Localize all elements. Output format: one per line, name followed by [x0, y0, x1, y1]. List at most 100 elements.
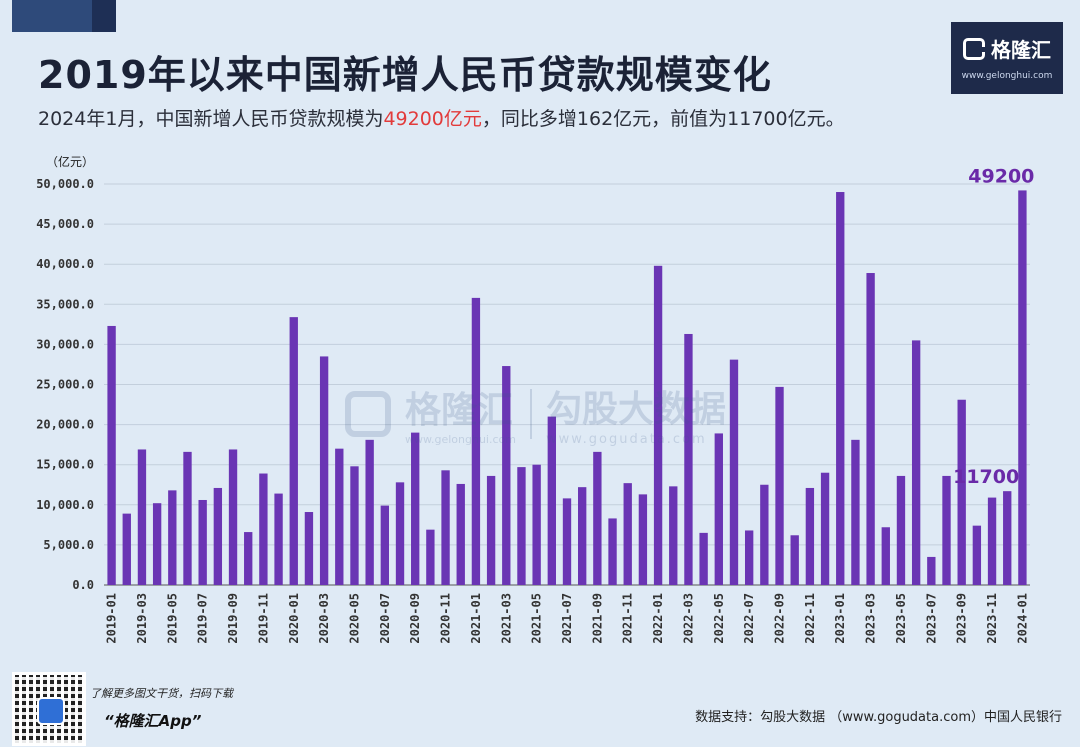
- bar: [562, 498, 572, 585]
- x-tick-label: 2021-11: [621, 593, 635, 644]
- x-tick-label: 2020-07: [378, 593, 392, 644]
- x-tick-label: 2023-03: [864, 593, 878, 644]
- x-tick-label: 2020-03: [317, 593, 331, 644]
- bar: [411, 432, 420, 585]
- x-tick-label: 2020-09: [408, 593, 422, 644]
- bar: [426, 529, 435, 585]
- bar: [107, 325, 116, 585]
- bar: [866, 273, 875, 585]
- brand-g-icon: [963, 37, 985, 60]
- bar: [911, 340, 921, 585]
- bar: [669, 486, 678, 585]
- x-tick-label: 2019-11: [256, 593, 270, 644]
- bar: [289, 317, 298, 585]
- data-label: 49200: [968, 165, 1034, 187]
- x-tick-label: 2023-01: [833, 593, 847, 644]
- bar: [593, 451, 602, 585]
- bar: [638, 494, 648, 585]
- y-tick-label: 40,000.0: [36, 257, 94, 271]
- x-tick-label: 2023-07: [924, 593, 938, 644]
- bar: [259, 473, 268, 585]
- bar: [608, 518, 617, 585]
- bar: [957, 399, 966, 585]
- x-tick-label: 2022-03: [681, 593, 695, 644]
- bar: [228, 449, 238, 585]
- bar: [699, 532, 708, 585]
- bar: [972, 525, 982, 585]
- bar: [623, 483, 632, 585]
- bar: [335, 448, 344, 585]
- x-tick-label: 2019-01: [105, 593, 119, 644]
- x-tick-label: 2022-09: [773, 593, 787, 644]
- data-label: 11700: [953, 466, 1019, 488]
- x-tick-label: 2021-01: [469, 593, 483, 644]
- bar: [836, 192, 845, 585]
- bar: [304, 512, 314, 585]
- bar: [517, 467, 526, 585]
- bar: [942, 475, 951, 585]
- x-tick-label: 2021-05: [530, 593, 544, 644]
- qr-code[interactable]: [12, 672, 86, 746]
- x-tick-label: 2021-03: [499, 593, 513, 644]
- qr-app-icon: [37, 697, 65, 725]
- bar-chart: （亿元） 0.0 5,000.0 10,000.0 15,000.0 20,000.0 25…: [36, 154, 1034, 644]
- y-axis-label: （亿元）: [46, 154, 94, 169]
- bar: [987, 497, 997, 585]
- corner-block: [92, 0, 116, 32]
- bar: [319, 356, 329, 585]
- x-tick-label: 2019-05: [165, 593, 179, 644]
- bar: [486, 475, 496, 585]
- x-tick-label: 2019-03: [135, 593, 149, 644]
- subtitle-highlight: 49200亿元: [383, 108, 482, 130]
- bar: [927, 556, 936, 585]
- subtitle-prefix: 2024年1月，中国新增人民币贷款规模为: [38, 108, 384, 130]
- y-tick-label: 50,000.0: [36, 177, 94, 191]
- x-tick-label: 2022-11: [803, 593, 817, 644]
- bar: [714, 433, 723, 585]
- bar: [365, 439, 374, 585]
- y-tick-label: 20,000.0: [36, 418, 94, 432]
- bar: [744, 530, 754, 585]
- bar: [881, 527, 890, 585]
- x-tick-label: 2020-11: [439, 593, 453, 644]
- app-name: “格隆汇App”: [104, 712, 202, 730]
- brand-url: www.gelonghui.com: [961, 71, 1053, 81]
- qr-block: [12, 672, 86, 746]
- y-tick-label: 30,000.0: [36, 337, 94, 351]
- bar: [775, 386, 784, 585]
- y-tick-label: 10,000.0: [36, 498, 94, 512]
- bar: [198, 499, 207, 585]
- y-tick-label: 5,000.0: [43, 538, 94, 552]
- bar: [729, 359, 739, 585]
- x-tick-label: 2020-01: [287, 593, 301, 644]
- bar: [532, 464, 541, 585]
- bar: [851, 439, 860, 585]
- bar: [1018, 190, 1027, 585]
- bar: [456, 483, 465, 585]
- bar: [122, 513, 131, 585]
- x-tick-label: 2020-05: [347, 593, 361, 644]
- bar: [441, 470, 450, 585]
- bar: [471, 297, 481, 585]
- bar: [168, 490, 177, 585]
- bar: [502, 366, 511, 585]
- x-tick-label: 2019-09: [226, 593, 240, 644]
- bar: [820, 472, 830, 585]
- x-tick-label: 2022-01: [651, 593, 665, 644]
- bar: [380, 505, 390, 585]
- corner-block: [12, 0, 92, 32]
- brand-name: 格隆汇: [991, 38, 1051, 62]
- y-tick-label: 25,000.0: [36, 378, 94, 392]
- bar: [137, 449, 147, 585]
- bar: [244, 532, 253, 585]
- bar: [896, 475, 906, 585]
- x-tick-label: 2022-07: [742, 593, 756, 644]
- y-tick-label: 0.0: [72, 578, 94, 592]
- brand-logo: 格隆汇 www.gelonghui.com: [951, 22, 1063, 94]
- bar: [684, 333, 693, 585]
- chart-title: 2019年以来中国新增人民币贷款规模变化: [38, 53, 772, 97]
- bar: [805, 487, 815, 585]
- bar: [274, 493, 283, 585]
- bar: [152, 503, 162, 585]
- x-tick-label: 2022-05: [712, 593, 726, 644]
